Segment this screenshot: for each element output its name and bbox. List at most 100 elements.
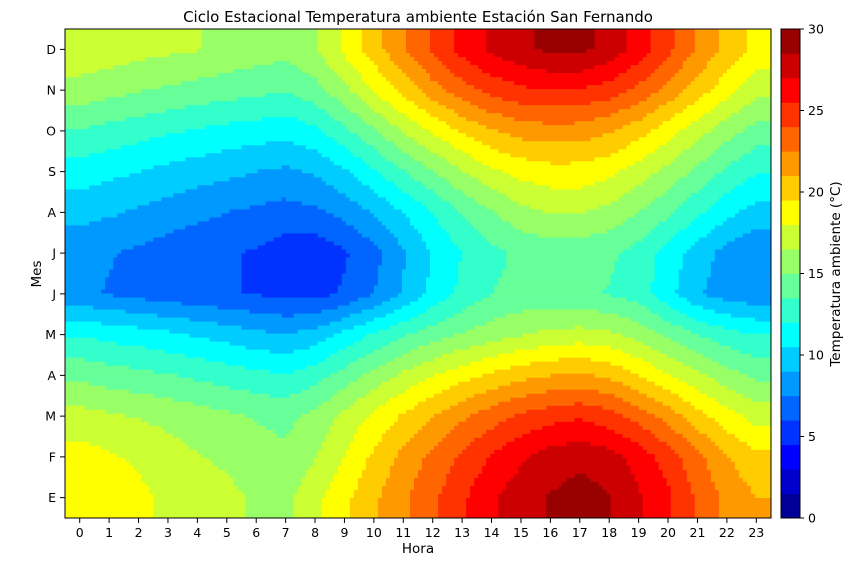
contour-cell	[65, 481, 146, 487]
contour-cell	[65, 273, 110, 279]
contour-cell	[698, 73, 724, 78]
contour-cell	[490, 145, 628, 150]
contour-cell	[438, 493, 471, 499]
contour-cell	[590, 101, 640, 106]
contour-cell	[153, 369, 271, 375]
contour-cell	[526, 409, 616, 415]
contour-cell	[554, 421, 596, 427]
contour-cell	[442, 337, 503, 343]
contour-cell	[65, 221, 90, 226]
contour-cell	[478, 65, 527, 70]
contour-cell	[682, 397, 716, 403]
contour-cell	[229, 385, 311, 391]
contour-cell	[726, 117, 771, 122]
colorbar-band	[781, 297, 800, 323]
contour-cell	[626, 37, 652, 42]
contour-cell	[690, 301, 748, 307]
contour-cell	[409, 505, 439, 511]
contour-cell	[706, 465, 736, 471]
contour-cell	[317, 233, 363, 239]
contour-cell	[405, 265, 431, 271]
contour-cell	[385, 361, 423, 367]
contour-cell	[245, 509, 295, 515]
contour-cell	[654, 293, 680, 299]
contour-cell	[502, 269, 616, 275]
contour-cell	[634, 337, 672, 343]
contour-cell	[153, 393, 271, 399]
contour-cell	[65, 113, 146, 118]
contour-cell	[389, 465, 423, 471]
contour-cell	[714, 85, 740, 90]
contour-cell	[658, 65, 684, 70]
contour-cell	[618, 93, 652, 98]
contour-cell	[337, 305, 375, 311]
contour-cell	[626, 457, 656, 463]
contour-cell	[369, 209, 403, 214]
contour-cell	[365, 461, 395, 467]
contour-cell	[357, 377, 391, 383]
contour-cell	[478, 121, 543, 126]
contour-cell	[450, 69, 483, 74]
contour-cell	[293, 421, 335, 427]
contour-cell	[638, 373, 672, 379]
contour-cell	[65, 397, 174, 403]
contour-cell	[718, 509, 771, 515]
contour-cell	[165, 429, 275, 435]
contour-cell	[638, 405, 672, 411]
contour-cell	[229, 177, 323, 182]
contour-cell	[474, 481, 507, 487]
contour-cell	[690, 481, 716, 487]
contour-cell	[698, 237, 736, 243]
contour-cell	[241, 489, 299, 495]
contour-cell	[682, 89, 712, 94]
contour-cell	[65, 53, 170, 58]
contour-cell	[714, 441, 748, 447]
contour-cell	[742, 81, 771, 86]
contour-cell	[626, 45, 652, 50]
x-tick-label: 6	[252, 525, 260, 540]
contour-cell	[345, 345, 383, 351]
contour-cell	[281, 313, 295, 319]
contour-cell	[317, 49, 343, 54]
contour-cell	[542, 49, 588, 54]
contour-cell	[430, 257, 463, 263]
colorbar-band	[781, 249, 800, 274]
contour-cell	[241, 269, 347, 275]
contour-cell	[430, 449, 463, 455]
contour-cell	[466, 133, 511, 138]
contour-cell	[245, 365, 307, 371]
contour-cell	[730, 93, 771, 98]
contour-cell	[353, 65, 379, 70]
contour-cell	[442, 137, 475, 142]
contour-cell	[654, 329, 692, 335]
contour-cell	[710, 177, 748, 182]
contour-cell	[65, 465, 134, 471]
contour-cell	[401, 281, 427, 287]
contour-cell	[418, 105, 447, 110]
contour-cell	[65, 317, 190, 323]
contour-cell	[658, 437, 688, 443]
contour-cell	[662, 245, 692, 251]
contour-cell	[650, 173, 688, 178]
contour-cell	[193, 401, 323, 407]
contour-cell	[658, 145, 692, 150]
contour-cell	[205, 357, 327, 363]
contour-cell	[426, 205, 455, 210]
contour-cell	[430, 273, 459, 279]
contour-cell	[413, 81, 439, 86]
contour-cell	[426, 397, 467, 403]
contour-cell	[670, 425, 696, 431]
contour-cell	[470, 61, 515, 66]
contour-cell	[662, 385, 696, 391]
contour-cell	[317, 29, 343, 34]
contour-cell	[462, 309, 523, 315]
contour-cell	[249, 309, 323, 315]
contour-cell	[345, 453, 371, 459]
contour-cell	[670, 137, 700, 142]
x-axis: 0 1 2 3 4 5 6 7 8 9 10 11 12 13 14 15 16 17 18 19 20 21 22 23	[76, 518, 764, 540]
contour-cell	[422, 293, 451, 299]
contour-cell	[626, 165, 664, 170]
contour-cell	[369, 453, 399, 459]
contour-cell	[622, 349, 660, 355]
x-tick-label: 16	[542, 525, 558, 540]
